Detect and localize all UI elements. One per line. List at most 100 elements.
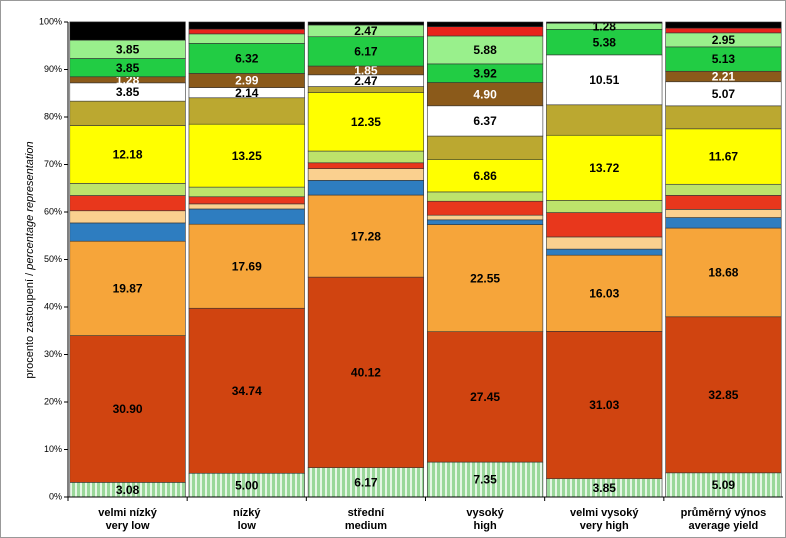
- value-label: 30.90: [113, 402, 143, 416]
- value-label: 19.87: [113, 282, 143, 296]
- value-label: 6.17: [354, 476, 378, 490]
- y-tick-label: 100%: [39, 16, 62, 26]
- x-tick-label: high: [473, 520, 496, 532]
- y-tick-label: 80%: [44, 111, 62, 121]
- bar-segment: [426, 200, 544, 216]
- value-label: 5.13: [712, 52, 736, 66]
- value-label: 1.85: [354, 64, 378, 78]
- y-tick-label: 60%: [44, 206, 62, 216]
- bar-segment: [665, 227, 782, 318]
- value-label: 10.51: [589, 73, 619, 87]
- value-label: 13.72: [589, 161, 619, 175]
- bar-segment: [665, 217, 782, 229]
- value-label: 22.55: [470, 271, 500, 285]
- x-tick-label: průměrný výnos: [681, 507, 767, 519]
- bar-segment: [426, 21, 544, 27]
- bar-segment: [665, 209, 782, 218]
- y-tick-label: 40%: [44, 301, 62, 311]
- bar-segment: [69, 335, 186, 483]
- x-tick-label: střední: [348, 507, 386, 519]
- bar-segment: [307, 36, 425, 67]
- value-label: 31.03: [589, 398, 619, 412]
- bar-segment: [188, 21, 305, 30]
- value-label: 6.17: [354, 45, 378, 59]
- bar-segment: [426, 219, 544, 225]
- y-tick-label: 30%: [44, 349, 62, 359]
- bar-segment: [69, 195, 186, 212]
- x-tick-label: average yield: [689, 520, 759, 532]
- value-label: 5.88: [473, 43, 497, 57]
- bar-segment: [546, 236, 663, 250]
- bar-segment: [546, 331, 663, 480]
- bar-segment: [665, 105, 782, 130]
- bar-segment: [665, 183, 782, 196]
- bar-segment: [188, 203, 305, 210]
- bar-segment: [665, 81, 782, 107]
- bar-segment: [665, 128, 782, 185]
- value-label: 3.85: [593, 481, 617, 495]
- value-label: 13.25: [232, 149, 262, 163]
- y-tick-label: 0%: [49, 491, 62, 501]
- bar-segment: [69, 222, 186, 242]
- bar-segment: [426, 214, 544, 221]
- value-label: 7.35: [473, 473, 497, 487]
- bar-segment: [188, 223, 305, 309]
- bar-segment: [188, 307, 305, 474]
- bar-segment: [188, 186, 305, 198]
- bar-segment: [546, 212, 663, 238]
- x-tick-label: velmi vysoký: [570, 507, 639, 519]
- bar-segment: [546, 254, 663, 332]
- x-tick-label: low: [238, 520, 257, 532]
- bar-segment: [307, 168, 425, 181]
- value-label: 6.86: [473, 169, 497, 183]
- value-label: 2.47: [354, 24, 378, 38]
- x-tick-label: nízký: [233, 507, 261, 519]
- value-label: 12.18: [113, 148, 143, 162]
- value-label: 3.08: [116, 483, 140, 497]
- bar-segment: [69, 210, 186, 224]
- bar-segment: [307, 162, 425, 169]
- bar-segment: [665, 27, 782, 34]
- value-label: 17.69: [232, 259, 262, 273]
- bar-segment: [426, 35, 544, 65]
- value-label: 6.32: [235, 52, 259, 66]
- value-label: 3.85: [116, 61, 140, 75]
- value-label: 3.85: [116, 85, 140, 99]
- bar-segment: [546, 21, 663, 24]
- bar-segment: [307, 21, 425, 26]
- bar-segment: [69, 21, 186, 41]
- bar-segment: [426, 191, 544, 202]
- value-label: 5.00: [235, 478, 259, 492]
- bar-segment: [188, 196, 305, 205]
- y-tick-label: 70%: [44, 159, 62, 169]
- bar-segment: [426, 224, 544, 332]
- bar-segment: [426, 461, 544, 498]
- value-label: 16.03: [589, 286, 619, 300]
- value-label: 5.09: [712, 478, 736, 492]
- value-label: 1.28: [593, 19, 617, 33]
- bar-segment: [426, 135, 544, 160]
- x-tick-label: very high: [580, 520, 629, 532]
- value-label: 27.45: [470, 390, 500, 404]
- bar-segment: [546, 54, 663, 106]
- bar-segment: [188, 97, 305, 125]
- bar-segment: [188, 28, 305, 35]
- value-label: 3.85: [116, 43, 140, 57]
- bar-segment: [665, 316, 782, 474]
- bar-segment: [69, 125, 186, 184]
- value-label: 4.90: [473, 87, 497, 101]
- bar-segment: [307, 276, 425, 468]
- value-label: 34.74: [232, 384, 262, 398]
- bar-segment: [665, 21, 782, 29]
- bar-segment: [69, 240, 186, 336]
- bar-segment: [546, 29, 663, 56]
- bar-segment: [188, 43, 305, 74]
- bar-segment: [69, 183, 186, 196]
- value-label: 17.28: [351, 229, 381, 243]
- value-label: 11.67: [709, 150, 739, 164]
- x-tick-label: medium: [345, 520, 387, 532]
- bar-segment: [546, 200, 663, 213]
- bar-segment: [307, 194, 425, 278]
- bar-segment: [426, 105, 544, 137]
